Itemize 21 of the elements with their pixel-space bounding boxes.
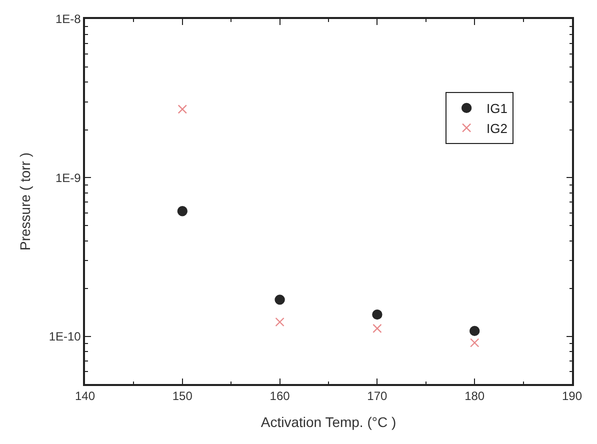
- x-tick-label: 140: [74, 389, 96, 404]
- y-axis-title: Pressure ( torr ): [16, 152, 33, 251]
- point: [470, 338, 480, 348]
- point: [372, 324, 382, 334]
- legend-label: IG2: [486, 120, 508, 136]
- x-tick-label: 190: [562, 389, 582, 404]
- point: [470, 326, 480, 336]
- y-tick-label: 1E-10: [48, 329, 82, 344]
- legend-label: IG1: [486, 101, 508, 116]
- x-tick-label: 150: [172, 389, 193, 404]
- point: [178, 104, 187, 114]
- x-tick-label: 170: [367, 389, 388, 404]
- x-axis-title: Activation Temp. (°C ): [260, 414, 396, 430]
- point: [372, 309, 382, 320]
- x-tick-label: 160: [270, 389, 290, 404]
- y-tick-label: 1E-8: [55, 12, 82, 26]
- point: [274, 294, 285, 305]
- point: [275, 317, 284, 327]
- point: [177, 206, 188, 216]
- y-tick-label: 1E-9: [55, 170, 82, 185]
- x-tick-label: 180: [464, 389, 485, 404]
